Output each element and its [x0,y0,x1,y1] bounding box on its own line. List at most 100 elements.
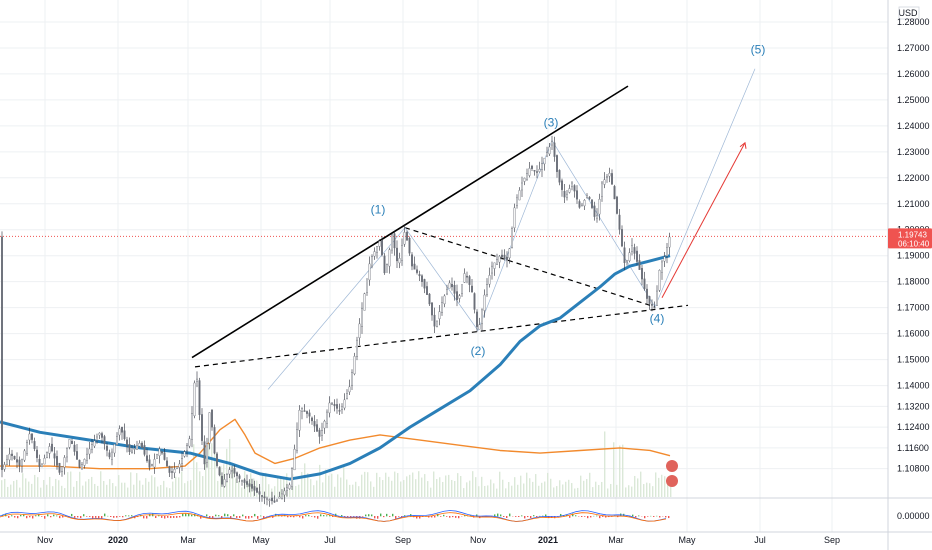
candle-body [48,446,51,454]
candle-body [276,499,279,502]
oscillator-histogram-bar [164,516,166,519]
volume-bar [646,482,648,497]
candle-body [381,240,384,255]
oscillator-histogram-bar [503,516,505,517]
oscillator-histogram-bar [146,516,148,519]
oscillator-histogram-bar [245,516,247,519]
candle-body [175,466,178,469]
candle-body [508,248,511,259]
oscillator-histogram-bar [290,516,292,518]
volume-bar [19,487,21,497]
candle-body [528,168,531,176]
candle-body [263,496,266,499]
oscillator-histogram-bar [572,513,574,517]
volume-bar [121,482,123,497]
oscillator-histogram-bar [581,516,583,517]
volume-bar [37,477,39,497]
oscillator-histogram-bar [320,514,322,517]
oscillator-histogram-bar [74,516,76,518]
volume-bar [406,476,408,497]
oscillator-histogram-bar [173,516,175,518]
volume-bar [631,486,633,497]
candle-body [326,411,329,424]
candles [1,135,671,507]
candle-body [195,378,198,382]
volume-bar [85,481,87,497]
volume-bar [553,487,555,497]
volume-bar [322,482,324,497]
volume-bar [493,483,495,497]
trendlines[interactable] [191,68,756,390]
volume-bar [433,471,435,497]
volume-bar [175,476,177,497]
oscillator-histogram-bar [530,516,532,519]
volume-bar [472,471,474,497]
candle-body [468,276,471,285]
volume-bar [442,481,444,497]
volume-bar [319,464,321,497]
volume-bar [346,479,348,497]
oscillator-histogram-bar [251,516,253,518]
time-tick-label: Jul [324,535,336,545]
volume-bar [607,488,609,497]
candle-body [398,258,401,264]
candle-body [200,414,203,441]
candle-body [135,445,138,450]
volume-bar [13,481,15,497]
candle-body [348,386,351,393]
candle-body [526,173,529,181]
price-tick-label: 1.17000 [897,303,930,313]
price-tick-label: 1.27000 [897,43,930,53]
candle-body [16,459,19,463]
price-tick-label: 1.22000 [897,173,930,183]
oscillator-histogram-bar [608,516,610,518]
oscillator-histogram-bar [86,516,88,517]
volume-bar [385,472,387,497]
volume-bar [499,471,501,497]
candle-body [531,165,534,169]
volume-bar [658,477,660,497]
volume-bar [448,474,450,497]
oscillator-histogram-bar [167,516,169,518]
volume-bar [115,486,117,497]
volume-bar [112,483,114,497]
volume-bar [655,472,657,497]
price-tick-label: 1.21000 [897,199,930,209]
volume-bar [172,481,174,497]
candle-body [486,284,489,296]
volume-bar [391,480,393,497]
wave-label: (1) [371,202,386,216]
candle-body [448,282,451,289]
oscillator-histogram-bar [158,515,160,517]
volume-bar [430,487,432,497]
candle-body [418,274,421,277]
candle-body [75,451,78,460]
time-tick-label: 2020 [108,535,128,545]
oscillator-histogram-bar [182,513,184,517]
wave-label: (3) [544,116,559,130]
price-tick-label: 1.15000 [897,355,930,365]
candle-body [378,240,381,247]
oscillator-histogram-bar [470,515,472,517]
oscillator-histogram-bar [89,516,91,517]
candle-body [346,393,349,399]
volume-bar [64,488,66,497]
candle-body [573,185,576,192]
oscillator-histogram-bar [521,515,523,517]
oscillator-histogram-bar [434,516,436,518]
candle-body [118,428,121,436]
candle-body [18,459,21,466]
oscillator-histogram-bar [452,516,454,518]
volume-bar [619,445,621,497]
oscillator-histogram-bar [524,516,526,519]
time-axis[interactable]: Nov 2020 Mar May Jul Sep Nov 2021 Mar May Jul Sep [37,535,840,545]
volume-bar [463,488,465,497]
candle-body [188,438,191,447]
candle-body [643,278,646,290]
oscillator-histogram-bar [143,516,145,519]
candle-body [583,200,586,207]
oscillator-histogram-bar [506,516,508,518]
candle-body [336,404,339,409]
